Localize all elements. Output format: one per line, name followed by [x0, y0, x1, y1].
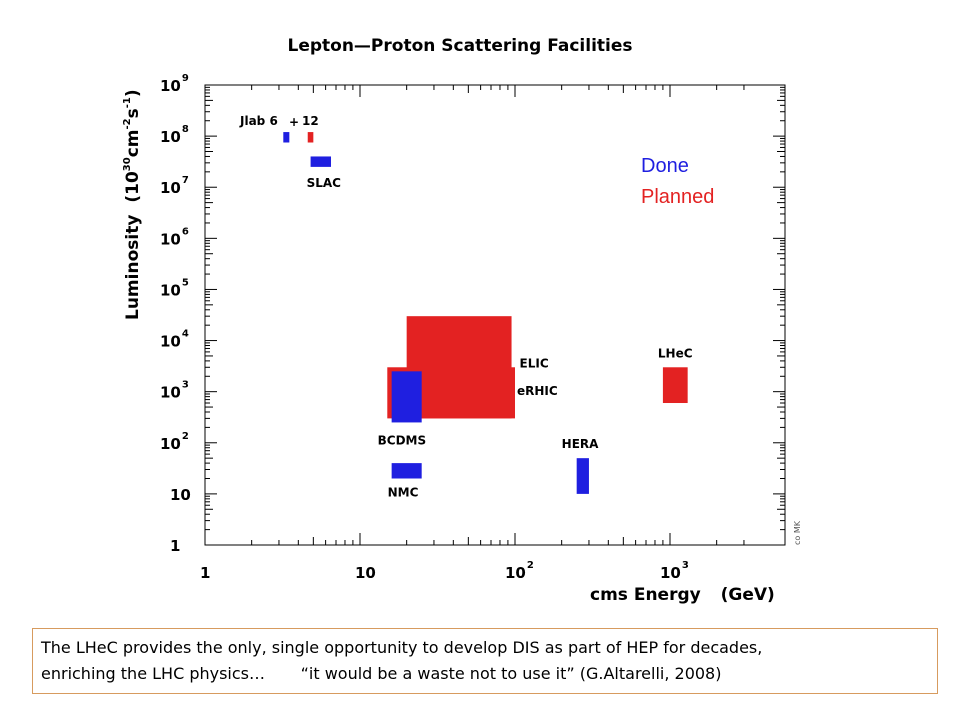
chart-title: Lepton—Proton Scattering Facilities: [287, 36, 632, 56]
lhec-box: [662, 367, 688, 404]
y-tick-label: 107: [160, 175, 189, 197]
label-slac: SLAC: [307, 176, 342, 190]
label-lhec: LHeC: [658, 346, 693, 360]
credit-text: co MK: [793, 520, 802, 545]
slac-box: [310, 156, 332, 167]
legend-done: Done: [641, 155, 689, 177]
y-tick-label: 109: [160, 73, 189, 95]
plot-frame: [204, 84, 786, 546]
jlab-label-text: Jlab 6: [239, 114, 278, 128]
x-tick-label: 10: [355, 564, 376, 582]
y-axis-title: Luminosity (1030cm-2s-1): [122, 89, 143, 320]
y-tick-label: 103: [160, 380, 189, 402]
facility-labels: SLAC ELIC eRHIC BCDMS NMC HERA LHeC: [307, 176, 693, 500]
x-axis-unit: (GeV): [721, 585, 775, 605]
hera-box: [576, 458, 589, 494]
legend-planned: Planned: [641, 186, 714, 208]
svg-text:cms Energy (GeV): cms Energy (GeV): [590, 585, 775, 605]
svg-text:Luminosity (1030cm-2s-1): Luminosity (1030cm-2s-1): [122, 89, 143, 320]
y-tick-label: 108: [160, 124, 189, 146]
caption-box: The LHeC provides the only, single oppor…: [32, 628, 938, 694]
y-tick-label: 106: [160, 226, 189, 248]
label-hera: HERA: [562, 437, 599, 451]
jlab-planned-box: [307, 132, 314, 143]
caption-line-1: The LHeC provides the only, single oppor…: [41, 638, 763, 657]
x-axis-label: cms Energy: [590, 585, 701, 605]
legend: Done Planned: [641, 155, 714, 208]
caption-line-2: enriching the LHC physics… “it would be …: [41, 664, 722, 683]
x-axis-title: cms Energy (GeV): [590, 585, 775, 605]
data-layer: [283, 132, 688, 494]
nmc-box: [391, 463, 422, 479]
bcdms-box: [391, 371, 422, 423]
y-tick-label: 104: [160, 329, 189, 351]
x-tick-label: 103: [660, 560, 689, 582]
x-tick-label: 1: [200, 564, 210, 582]
label-elic: ELIC: [520, 356, 549, 370]
plot-border: [204, 84, 786, 546]
jlab-label-plus: +: [289, 115, 299, 129]
jlab-done-box: [283, 132, 290, 143]
y-tick-label: 105: [160, 277, 189, 299]
chart: Lepton—Proton Scattering Facilities 1 10 1…: [122, 36, 802, 605]
jlab-label-12: 12: [302, 114, 319, 128]
label-erhic: eRHIC: [517, 384, 558, 398]
label-nmc: NMC: [388, 486, 419, 500]
x-tick-label: 102: [505, 560, 534, 582]
y-tick-label: 102: [160, 431, 189, 453]
y-tick-label: 1: [170, 537, 180, 555]
label-bcdms: BCDMS: [378, 433, 427, 447]
y-tick-label: 10: [170, 486, 191, 504]
jlab-label: Jlab 6 + 12: [239, 114, 319, 129]
y-axis-label: Luminosity: [123, 215, 143, 320]
